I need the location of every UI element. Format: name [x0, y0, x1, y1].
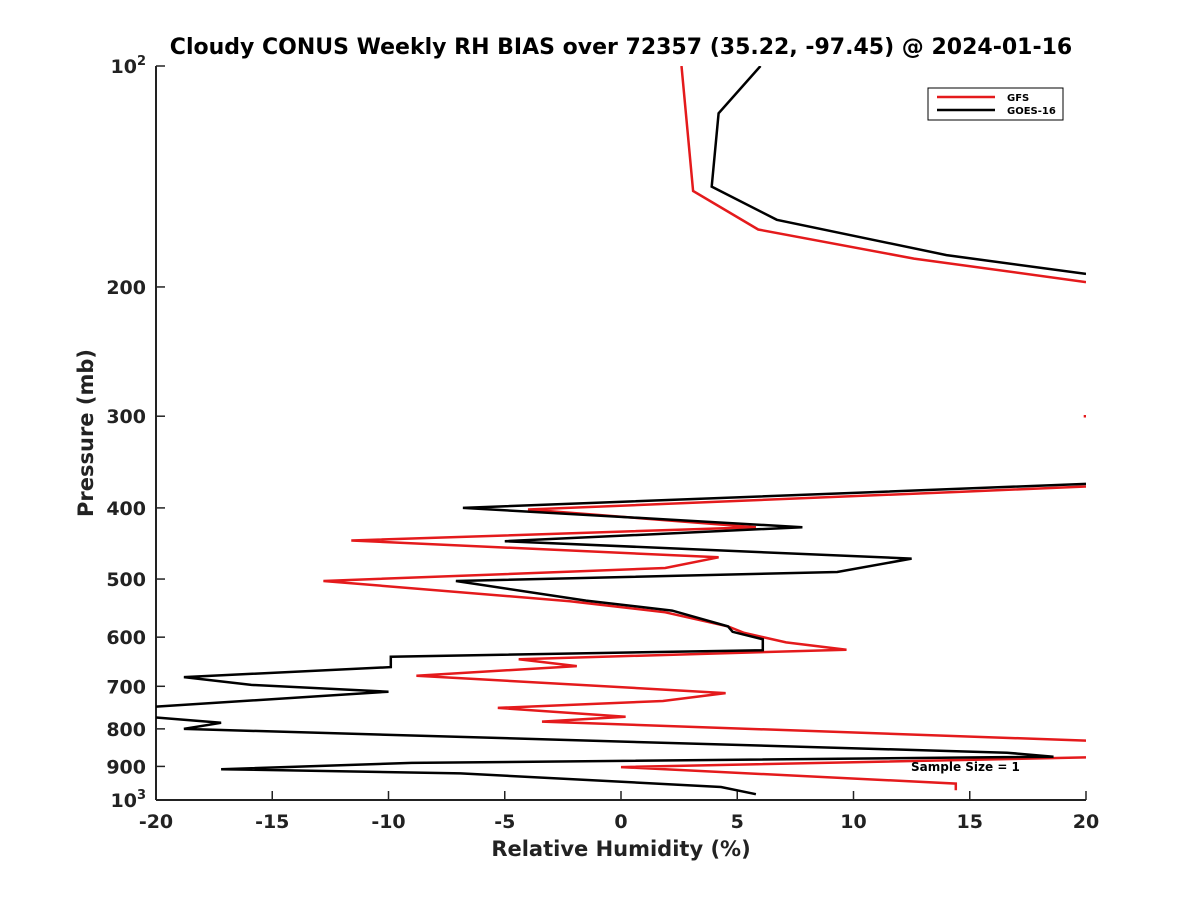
y-tick-label: 800 — [106, 719, 146, 741]
series-line-goes16 — [156, 66, 1086, 796]
legend-box — [927, 87, 1064, 121]
x-tick-label: -10 — [371, 811, 405, 833]
y-tick-label: 102 — [111, 54, 147, 78]
y-tick-label: 900 — [106, 756, 146, 778]
chart-title: Cloudy CONUS Weekly RH BIAS over 72357 (… — [170, 35, 1072, 60]
legend-gfs-label: GFS — [1007, 93, 1029, 104]
y-tick-label: 300 — [106, 406, 146, 428]
legend-goes16-label: GOES-16 — [1007, 106, 1056, 117]
y-axis-label: Pressure (mb) — [74, 349, 98, 517]
y-tick-label: 103 — [111, 788, 147, 812]
y-tick-label: 400 — [106, 498, 146, 520]
x-tick-label: -15 — [255, 811, 289, 833]
series-line-gfs — [323, 66, 1086, 791]
x-axis-label: Relative Humidity (%) — [491, 837, 750, 861]
y-tick-label: 200 — [106, 277, 146, 299]
x-tick-label: 5 — [731, 811, 744, 833]
x-tick-label: 0 — [614, 811, 627, 833]
x-tick-label: 20 — [1073, 811, 1099, 833]
x-tick-label: 10 — [840, 811, 866, 833]
axes: -20 -15 -10 -5 0 5 10 15 20 102 200 300 400 500 600 700… — [106, 54, 1099, 833]
x-tick-label: -20 — [139, 811, 173, 833]
sample-size-annotation: Sample Size = 1 — [911, 760, 1020, 774]
y-tick-label: 700 — [106, 676, 146, 698]
x-tick-label: 15 — [957, 811, 983, 833]
legend: GFS GOES-16 — [927, 87, 1064, 121]
x-tick-label: -5 — [494, 811, 515, 833]
y-tick-label: 600 — [106, 627, 146, 649]
y-tick-label: 500 — [106, 569, 146, 591]
series-layer — [156, 66, 1086, 796]
